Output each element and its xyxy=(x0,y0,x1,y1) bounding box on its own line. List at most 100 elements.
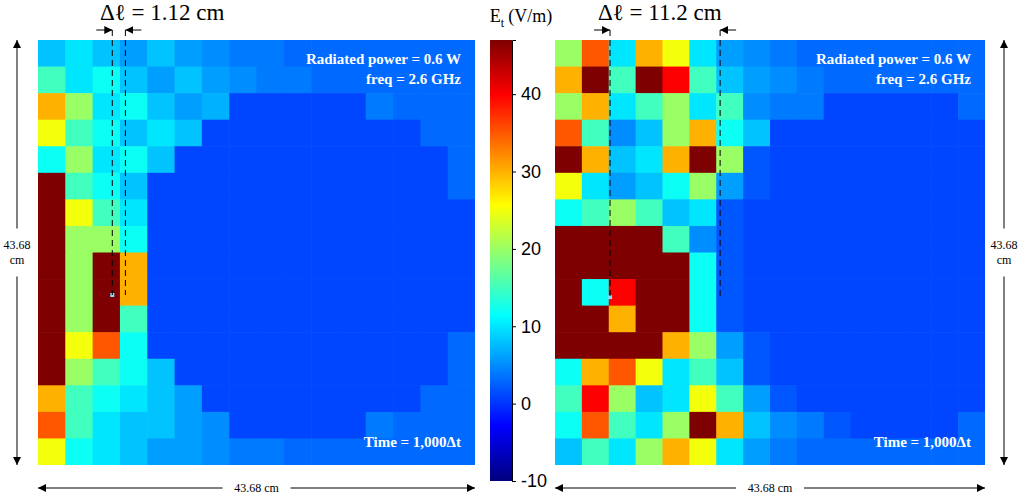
field-cell xyxy=(93,306,121,333)
field-cell xyxy=(958,253,985,280)
field-cell xyxy=(38,93,66,120)
field-cell xyxy=(393,306,421,333)
field-cell xyxy=(958,199,985,226)
field-cell xyxy=(65,279,93,306)
field-cell xyxy=(175,438,203,465)
field-cell xyxy=(257,332,285,359)
field-cell xyxy=(904,120,931,147)
field-cell xyxy=(609,438,636,465)
dashed-guide xyxy=(720,30,721,297)
tick-label: 40 xyxy=(521,84,541,104)
field-cell xyxy=(904,199,931,226)
field-cell xyxy=(448,120,475,147)
field-cell xyxy=(609,146,636,173)
field-cell xyxy=(420,120,448,147)
y-dimension-label: 43.68cm xyxy=(991,238,1018,267)
field-cell xyxy=(582,67,609,94)
field-cell xyxy=(904,253,931,280)
field-cell xyxy=(202,93,230,120)
field-cell xyxy=(420,146,448,173)
field-cell xyxy=(824,93,851,120)
field-cell xyxy=(338,93,366,120)
field-cell xyxy=(851,67,878,94)
field-cell xyxy=(147,385,175,412)
field-cell xyxy=(175,120,203,147)
field-cell xyxy=(555,438,582,465)
field-cell xyxy=(582,412,609,439)
field-cell xyxy=(448,359,475,386)
field-cell xyxy=(555,306,582,333)
field-cell xyxy=(393,385,421,412)
field-cell xyxy=(311,226,339,253)
field-cell xyxy=(797,67,824,94)
field-cell xyxy=(609,199,636,226)
field-cell xyxy=(636,385,663,412)
field-cell xyxy=(851,173,878,200)
field-cell xyxy=(878,146,905,173)
field-cell xyxy=(229,385,257,412)
field-cell xyxy=(609,412,636,439)
field-cell xyxy=(878,199,905,226)
field-cell xyxy=(770,306,797,333)
field-cell xyxy=(448,306,475,333)
field-cell xyxy=(38,412,66,439)
annotation: Radiated power = 0.6 W xyxy=(306,51,461,67)
field-cell xyxy=(636,146,663,173)
field-cell xyxy=(931,173,958,200)
field-cell xyxy=(366,359,394,386)
field-cell xyxy=(120,385,148,412)
field-cell xyxy=(582,385,609,412)
field-cell xyxy=(555,226,582,253)
field-cell xyxy=(609,93,636,120)
field-cell xyxy=(93,253,121,280)
field-cell xyxy=(689,253,716,280)
field-cell xyxy=(120,412,148,439)
field-cell xyxy=(582,120,609,147)
field-cell xyxy=(743,120,770,147)
field-cell xyxy=(93,93,121,120)
field-cell xyxy=(582,146,609,173)
field-cell xyxy=(393,359,421,386)
field-cell xyxy=(716,332,743,359)
field-cell xyxy=(202,279,230,306)
field-cell xyxy=(931,199,958,226)
field-cell xyxy=(38,438,66,465)
field-cell xyxy=(284,146,312,173)
field-cell xyxy=(770,93,797,120)
field-cell xyxy=(663,385,690,412)
field-cell xyxy=(366,120,394,147)
field-cell xyxy=(420,199,448,226)
field-cell xyxy=(636,438,663,465)
field-cell xyxy=(797,146,824,173)
field-cell xyxy=(663,199,690,226)
field-cell xyxy=(147,199,175,226)
tick-label: 0 xyxy=(521,394,531,414)
field-cell xyxy=(851,385,878,412)
colorbar-title-unit: (V/m) xyxy=(508,6,552,27)
field-cell xyxy=(716,385,743,412)
field-cell xyxy=(448,93,475,120)
field-cell xyxy=(824,359,851,386)
field-cell xyxy=(93,120,121,147)
field-cell xyxy=(338,279,366,306)
field-cell xyxy=(689,306,716,333)
field-cell xyxy=(93,385,121,412)
field-cell xyxy=(582,199,609,226)
field-cell xyxy=(636,253,663,280)
heatmap-cells xyxy=(38,40,475,465)
field-cell xyxy=(147,306,175,333)
field-cell xyxy=(582,306,609,333)
field-cell xyxy=(202,199,230,226)
field-cell xyxy=(743,412,770,439)
field-cell xyxy=(958,146,985,173)
field-cell xyxy=(689,385,716,412)
colorbar-title-main: E xyxy=(490,6,501,26)
dashed-guide xyxy=(610,30,611,297)
field-cell xyxy=(120,253,148,280)
field-cell xyxy=(229,306,257,333)
tick-label: 10 xyxy=(521,317,541,337)
field-cell xyxy=(338,332,366,359)
field-cell xyxy=(797,226,824,253)
field-cell xyxy=(38,359,66,386)
annotation: freq = 2.6 GHz xyxy=(366,71,461,87)
